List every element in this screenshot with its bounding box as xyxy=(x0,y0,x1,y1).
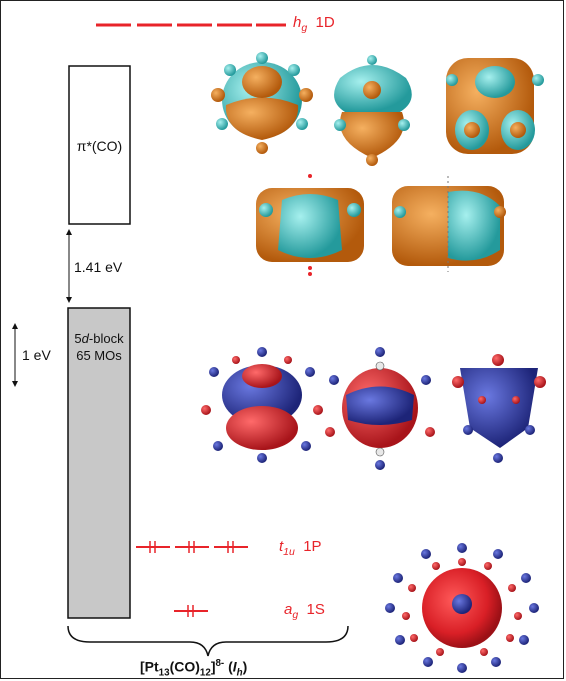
t1u-levels xyxy=(136,541,248,553)
gap-label: 1.41 eV xyxy=(74,259,123,275)
hg-orbital-4 xyxy=(256,174,364,276)
pi-star-block xyxy=(68,65,131,225)
t1u-orbital-3 xyxy=(452,354,546,463)
scale-label: 1 eV xyxy=(22,347,51,363)
hg-orbital-2 xyxy=(334,55,412,166)
ag-level xyxy=(174,605,208,617)
d-block xyxy=(67,307,131,619)
cluster-brace xyxy=(67,625,349,657)
d-block-label: 5d-block 65 MOs xyxy=(74,331,124,363)
hg-label: hg 1D xyxy=(293,14,335,34)
hg-orbital-3 xyxy=(446,58,544,154)
ag-label: ag 1S xyxy=(284,601,325,621)
hg-orbital-5 xyxy=(392,176,506,272)
t1u-label: t1u 1P xyxy=(279,538,322,558)
t1u-orbital-2 xyxy=(325,347,435,470)
ag-orbital xyxy=(385,543,539,673)
t1u-orbital-1 xyxy=(201,347,323,463)
pi-star-label: π*(CO) xyxy=(76,138,123,154)
cluster-formula: [Pt13(CO)12]8- (Ih) xyxy=(140,658,248,679)
hg-orbital-1 xyxy=(211,52,313,154)
